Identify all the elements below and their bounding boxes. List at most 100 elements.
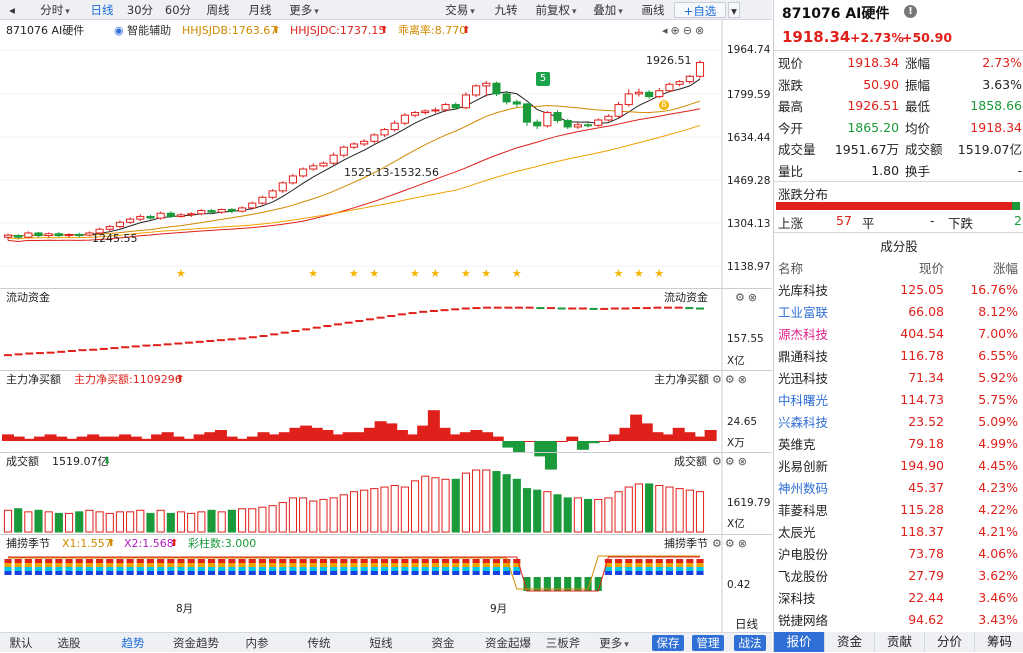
close-icon[interactable]: ⊗	[737, 373, 750, 386]
smart-assist-toggle[interactable]: ◉ 智能辅助	[114, 24, 171, 38]
component-row[interactable]: 沪电股份 73.78 4.06%	[778, 542, 1018, 564]
gear-icon[interactable]: ⚙	[735, 291, 748, 304]
season-bar	[106, 567, 114, 571]
gear-icon[interactable]: ⚙	[712, 455, 725, 468]
tab-period-30min[interactable]: 30分	[126, 3, 154, 17]
tab-pick[interactable]: 选股	[57, 636, 81, 650]
tab-period-daily[interactable]: 日线	[90, 3, 114, 17]
tab-chips[interactable]: 筹码	[974, 632, 1023, 652]
gear-icon[interactable]: ⚙	[712, 537, 725, 550]
component-row[interactable]: 锐捷网络 94.62 3.43%	[778, 608, 1018, 630]
close-icon[interactable]: ⊗	[694, 24, 708, 37]
overlay-button[interactable]: 叠加	[588, 2, 628, 18]
zoom-out-icon[interactable]: ⊖	[682, 24, 695, 37]
candle-body	[614, 104, 623, 117]
close-icon[interactable]: ⊗	[747, 291, 761, 304]
tab-period-monthly[interactable]: 月线	[248, 3, 272, 17]
zoom-in-icon[interactable]: ⊕	[670, 24, 683, 37]
tab-fund-trend[interactable]: 资金趋势	[173, 636, 219, 650]
component-row[interactable]: 英维克 79.18 4.99%	[778, 432, 1018, 454]
panel-controls: ⚙⚙⊗	[712, 455, 750, 469]
component-cell: 8.12%	[978, 303, 1018, 319]
adjust-button[interactable]: 前复权	[530, 2, 582, 18]
tab-three-axe[interactable]: 三板斧	[545, 636, 581, 650]
left-arrow-icon[interactable]: ◂	[662, 24, 671, 37]
close-icon[interactable]: ⊗	[737, 455, 750, 468]
component-row[interactable]: 太辰光 118.37 4.21%	[778, 520, 1018, 542]
season-bar	[655, 563, 663, 567]
back-icon[interactable]: ◂	[9, 3, 15, 17]
season-bar	[289, 559, 297, 563]
component-row[interactable]: 深科技 22.44 3.46%	[778, 586, 1018, 608]
tab-period-intraday[interactable]: 分时	[30, 2, 80, 18]
season-bar	[45, 571, 53, 575]
season-bar	[380, 563, 389, 567]
y-tick: 0.42	[727, 579, 751, 591]
candle-body	[126, 218, 135, 223]
tab-insider[interactable]: 内参	[245, 636, 269, 650]
component-row[interactable]: 光库科技 125.05 16.76%	[778, 278, 1018, 300]
turnover-bar	[146, 512, 155, 533]
tab-period-more[interactable]: 更多	[284, 2, 324, 18]
season-bar	[411, 567, 419, 571]
trade-button[interactable]: 交易	[440, 2, 480, 18]
turnover-bar	[44, 511, 53, 533]
turnover-bar	[319, 498, 328, 533]
gear-icon[interactable]: ⚙	[724, 455, 738, 468]
dist-up-label: 上涨	[778, 216, 804, 231]
tab-price-dist[interactable]: 分价	[924, 632, 974, 652]
quote-label: 量比	[778, 163, 804, 179]
close-icon[interactable]: ⊗	[737, 537, 750, 550]
tab-contribution[interactable]: 贡献	[874, 632, 924, 652]
candle-body	[543, 112, 552, 127]
tab-more[interactable]: 更多	[592, 635, 636, 651]
component-row[interactable]: 鼎通科技 116.78 6.55%	[778, 344, 1018, 366]
quote-value: -	[1017, 162, 1022, 178]
watch-dropdown-icon[interactable]: ▾	[728, 2, 740, 18]
component-row[interactable]: 源杰科技 404.54 7.00%	[778, 322, 1018, 344]
column-header[interactable]: 涨幅	[992, 260, 1018, 276]
tab-trend[interactable]: 趋势	[121, 636, 145, 650]
candle-body	[75, 234, 84, 237]
component-row[interactable]: 兆易创新 194.90 4.45%	[778, 454, 1018, 476]
season-bar	[482, 567, 490, 571]
season-title: 捕捞季节	[6, 537, 50, 550]
component-row[interactable]: 菲菱科思 115.28 4.22%	[778, 498, 1018, 520]
component-row[interactable]: 兴森科技 23.52 5.09%	[778, 410, 1018, 432]
season-bar	[289, 563, 297, 567]
tab-short[interactable]: 短线	[369, 636, 393, 650]
flow-segment	[206, 340, 215, 342]
component-row[interactable]: 飞龙股份 27.79 3.62%	[778, 564, 1018, 586]
gear-icon[interactable]: ⚙	[724, 537, 738, 550]
tab-fund-burst[interactable]: 资金起爆	[485, 636, 531, 650]
component-row[interactable]: 光迅科技 71.34 5.92%	[778, 366, 1018, 388]
net-buy-bar	[566, 436, 579, 441]
tab-default[interactable]: 默认	[9, 636, 33, 650]
tab-classic[interactable]: 传统	[307, 636, 331, 650]
strategy-button[interactable]: 战法	[734, 635, 766, 651]
manage-button[interactable]: 管理	[692, 635, 724, 651]
tab-quote[interactable]: 报价	[774, 632, 824, 652]
tab-period-60min[interactable]: 60分	[164, 3, 192, 17]
component-row[interactable]: 工业富联 66.08 8.12%	[778, 300, 1018, 322]
tab-fund[interactable]: 资金	[431, 636, 455, 650]
turnover-bar	[105, 512, 114, 533]
column-header[interactable]: 现价	[918, 260, 944, 276]
quote-table: 现价 1918.34 涨幅 2.73% 涨跌 50.90 振幅 3.63% 最高 1926.51 最…	[778, 52, 1022, 181]
flow-segment	[259, 335, 268, 337]
gear-icon[interactable]: ⚙	[724, 373, 738, 386]
save-button[interactable]: 保存	[652, 635, 684, 651]
tab-period-weekly[interactable]: 周线	[206, 3, 230, 17]
season-bars: 彩柱数:3.000	[188, 537, 257, 550]
nine-turn-button[interactable]: 九转	[494, 3, 518, 17]
tab-fund[interactable]: 资金	[824, 632, 874, 652]
info-icon[interactable]: !	[904, 5, 917, 18]
gear-icon[interactable]: ⚙	[712, 373, 725, 386]
draw-button[interactable]: 画线	[641, 3, 665, 17]
season-bar	[248, 559, 256, 563]
component-row[interactable]: 神州数码 45.37 4.23%	[778, 476, 1018, 498]
add-watch-button[interactable]: +自选	[674, 2, 726, 18]
component-row[interactable]: 中科曙光 114.73 5.75%	[778, 388, 1018, 410]
column-header[interactable]: 名称	[778, 260, 804, 276]
component-cell: 115.28	[900, 501, 944, 517]
